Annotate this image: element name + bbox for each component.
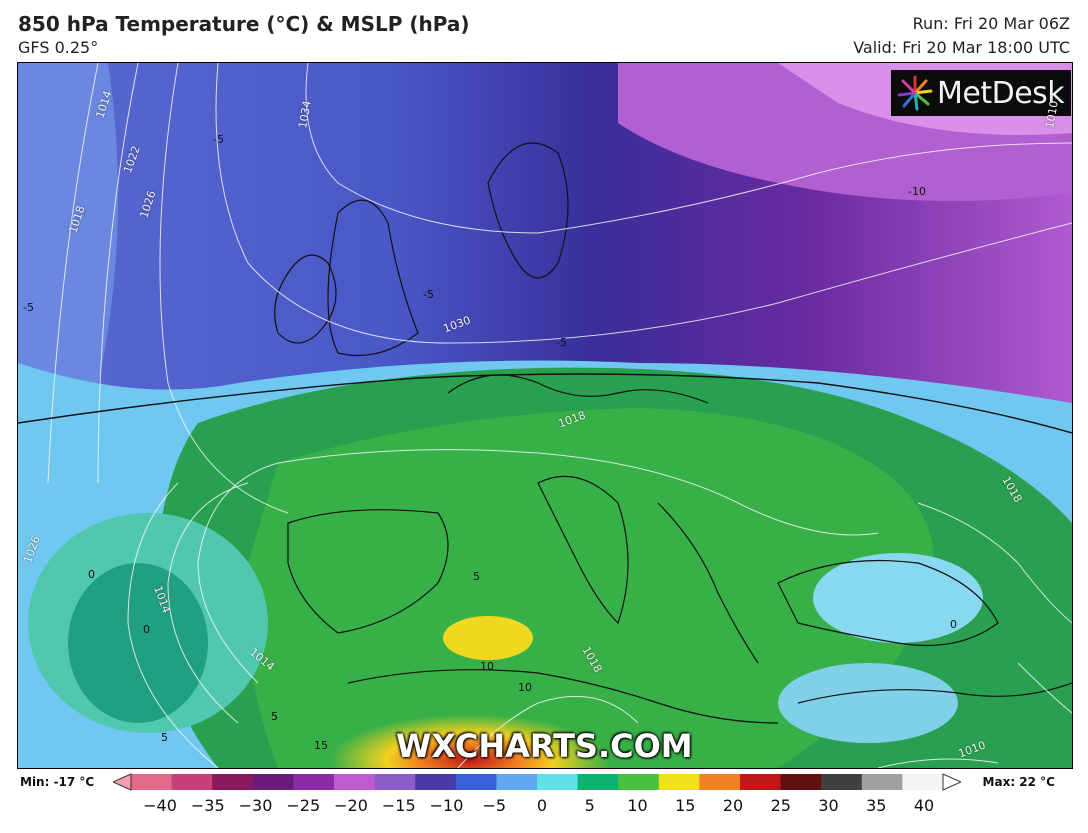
scale-tick-label: 35 <box>866 796 887 815</box>
black-sea-cool <box>813 553 983 643</box>
color-scale-cell <box>699 774 741 790</box>
temp-label: -5 <box>556 336 567 349</box>
color-scale-cell <box>780 774 822 790</box>
weather-map[interactable]: MetDesk 1014 1034 1022 1026 1018 1030 10… <box>17 62 1073 769</box>
chart-title: 850 hPa Temperature (°C) & MSLP (hPa) <box>18 12 470 36</box>
atlantic-low-core <box>68 563 208 723</box>
temp-label: 10 <box>480 660 494 673</box>
temp-label: -5 <box>423 288 434 301</box>
scale-tick-label: −5 <box>482 796 507 815</box>
legend-min: Min: -17 °C <box>20 775 95 789</box>
warm-patch-algeria <box>443 616 533 660</box>
anatolia-cool <box>778 663 958 743</box>
scale-tick-label: −20 <box>334 796 368 815</box>
scale-tick-label: 0 <box>536 796 548 815</box>
color-scale-cell <box>577 774 619 790</box>
scale-tick-label: 40 <box>913 796 935 815</box>
scale-tick-label: 25 <box>770 796 791 815</box>
valid-time: Valid: Fri 20 Mar 18:00 UTC <box>853 38 1070 57</box>
color-scale-cell <box>861 774 903 790</box>
metdesk-logo: MetDesk <box>891 70 1071 116</box>
scale-tick-label: −35 <box>190 796 225 815</box>
temp-label: 0 <box>143 623 150 636</box>
scale-tick-label: −10 <box>429 796 464 815</box>
color-scale-cell <box>821 774 863 790</box>
color-scale-cell <box>902 774 944 790</box>
scale-tick-label: −40 <box>143 796 177 815</box>
logo-text: MetDesk <box>937 75 1065 111</box>
scale-tick-label: 20 <box>722 796 744 815</box>
scale-tick-label: −30 <box>238 796 273 815</box>
color-scale-cell <box>740 774 782 790</box>
zero-isotherm <box>18 373 1072 434</box>
temp-label: 5 <box>161 731 168 744</box>
scale-tick-label: −25 <box>286 796 321 815</box>
saharan-warm <box>218 583 778 768</box>
color-scale-cell <box>252 774 294 790</box>
temp-label: 0 <box>88 568 95 581</box>
scale-tick-label: 15 <box>675 796 696 815</box>
color-scale-cell <box>537 774 579 790</box>
color-scale-cell <box>131 774 173 790</box>
isobar-lines <box>47 63 1072 768</box>
sunburst-icon <box>897 75 933 111</box>
color-scale-bar <box>113 773 961 791</box>
color-scale-cells <box>131 774 944 790</box>
color-scale-cell <box>455 774 497 790</box>
color-scale-cell <box>293 774 335 790</box>
watermark: WXCHARTS.COM <box>396 727 693 765</box>
color-scale-cell <box>658 774 700 790</box>
scale-tick-label: 30 <box>818 796 839 815</box>
temp-label: 0 <box>950 618 957 631</box>
scale-tick-label: 10 <box>627 796 648 815</box>
color-scale-cell <box>415 774 457 790</box>
legend-max: Max: 22 °C <box>982 775 1055 789</box>
color-scale-cell <box>618 774 660 790</box>
temp-label: -10 <box>908 185 926 198</box>
color-scale-cell <box>212 774 254 790</box>
coastlines <box>274 142 1072 724</box>
color-scale-cell <box>334 774 376 790</box>
scale-tick-label: 5 <box>584 796 595 815</box>
temp-label: 15 <box>314 739 328 752</box>
temp-label: 5 <box>271 710 278 723</box>
color-scale-cell <box>171 774 213 790</box>
scale-tick-label: −15 <box>381 796 416 815</box>
temp-label: -5 <box>213 133 224 146</box>
scale-arrow-left <box>113 773 132 791</box>
temp-label: 5 <box>473 570 480 583</box>
map-canvas <box>18 63 1072 768</box>
color-scale-cell <box>374 774 416 790</box>
temp-label: -5 <box>23 301 34 314</box>
scale-arrow-right <box>942 773 961 791</box>
color-scale-ticks: −40 −35 −30 −25 −20 −15 −10 −5 0 5 10 15 20 25 30 35 40 <box>0 796 1088 820</box>
color-scale-cell <box>496 774 538 790</box>
temp-label: 10 <box>518 681 532 694</box>
run-time: Run: Fri 20 Mar 06Z <box>912 14 1070 33</box>
model-label: GFS 0.25° <box>18 38 99 57</box>
